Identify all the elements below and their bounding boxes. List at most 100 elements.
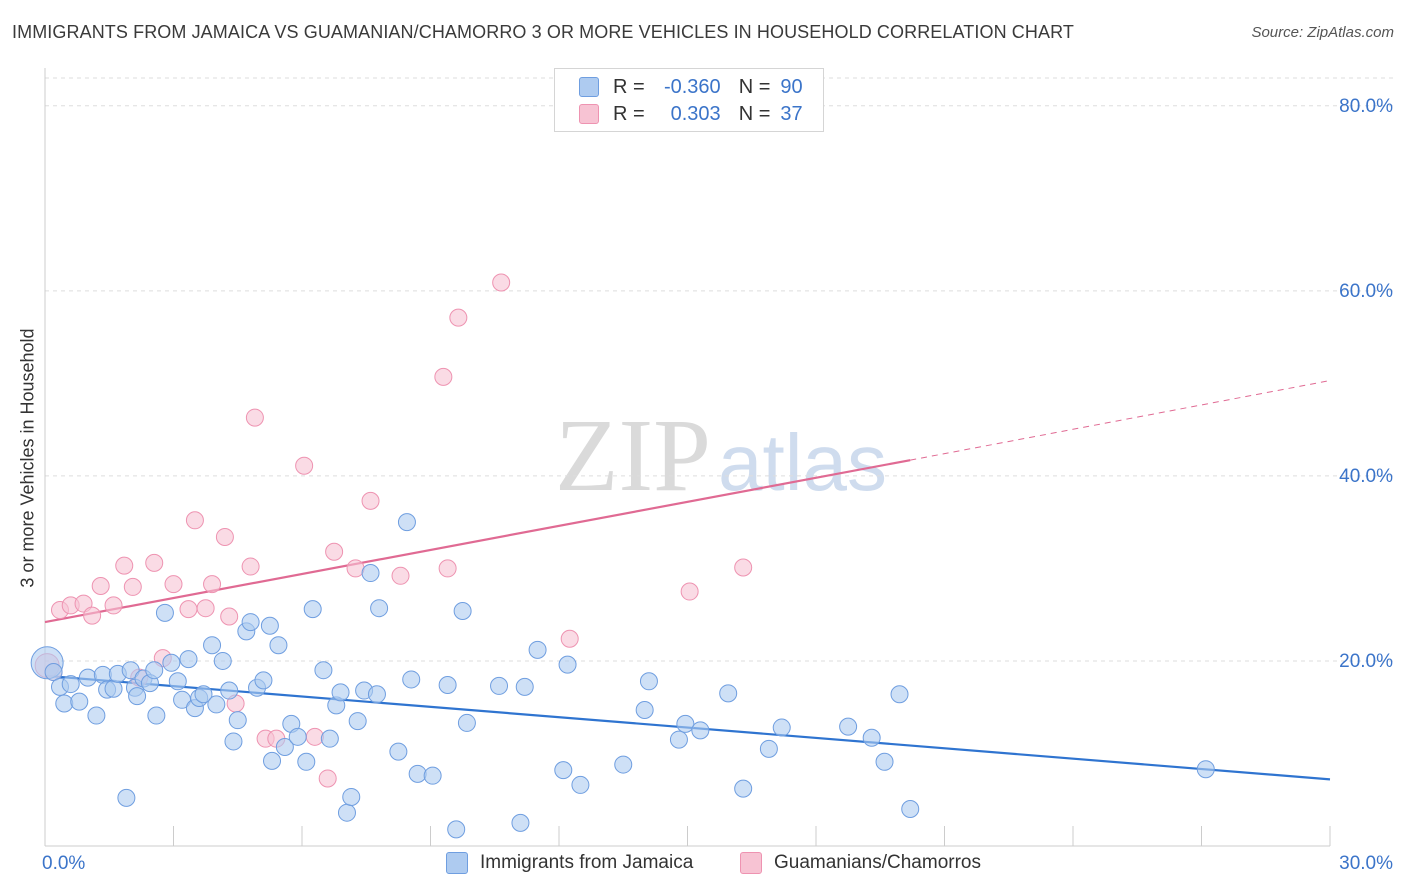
legend-n-label: N = [738,75,771,98]
point-guamanian [203,575,222,594]
point-guamanian [560,629,579,648]
point-guamanian [196,599,215,618]
point-jamaica [104,679,123,698]
point-jamaica [320,729,339,748]
point-jamaica [70,692,89,711]
point-jamaica [147,706,166,725]
point-jamaica [719,684,738,703]
legend-label-guamanian: Guamanians/Chamorros [774,852,981,873]
source-credit: Source: ZipAtlas.com [1251,24,1394,41]
trend-line-guamanian-dashed [910,380,1331,461]
point-guamanian [104,596,123,615]
y-axis-label: 3 or more Vehicles in Household [17,328,38,588]
point-jamaica [511,813,530,832]
point-jamaica [639,672,658,691]
point-jamaica [759,739,778,758]
point-jamaica [635,700,654,719]
point-guamanian [164,575,183,594]
point-jamaica [370,599,389,618]
legend-swatch-jamaica [446,852,468,874]
point-guamanian [305,727,324,746]
point-guamanian [325,542,344,561]
point-jamaica [61,675,80,694]
point-jamaica [361,564,380,583]
trend-line-guamanian [44,380,1331,624]
legend-item-jamaica: Immigrants from Jamaica [446,852,693,874]
point-jamaica [402,670,421,689]
point-jamaica [179,650,198,669]
point-jamaica [554,761,573,780]
legend-swatch-guamanian [579,104,599,124]
legend-r-value: 0.303 [670,102,721,125]
series-legend: Immigrants from Jamaica Guamanians/Chamo… [0,852,1406,878]
point-jamaica [241,613,260,632]
point-jamaica [203,636,222,655]
point-guamanian [179,600,198,619]
point-guamanian [185,511,204,530]
point-jamaica [168,672,187,691]
correlation-legend: R = -0.360 N = 90 R = 0.303 N = 37 [554,68,824,132]
point-jamaica [254,671,273,690]
point-guamanian [492,273,511,292]
point-jamaica [367,685,386,704]
point-jamaica [297,752,316,771]
point-guamanian [215,527,234,546]
chart-title: IMMIGRANTS FROM JAMAICA VS GUAMANIAN/CHA… [12,22,1074,42]
point-guamanian [115,556,134,575]
point-jamaica [571,775,590,794]
legend-r-value: -0.360 [663,75,721,98]
legend-n-label: N = [738,102,771,125]
point-jamaica [275,737,294,756]
point-guamanian [220,607,239,626]
legend-swatch-guamanian [740,852,762,874]
point-jamaica [117,788,136,807]
point-jamaica [890,685,909,704]
legend-n-value: 90 [780,75,803,98]
legend-item-guamanian: Guamanians/Chamorros [740,852,981,874]
point-jamaica [314,661,333,680]
x-tick-label: 30.0% [1339,853,1393,874]
legend-r-label: R = [613,102,645,125]
watermark: ZIP atlas [555,398,887,513]
tick-labels: 20.0% 40.0% 60.0% 80.0% 0.0% 30.0% [42,96,1393,874]
y-tick-label: 80.0% [1339,96,1393,117]
point-guamanian [449,308,468,327]
point-jamaica [457,713,476,732]
point-jamaica [515,677,534,696]
point-jamaica [490,676,509,695]
point-guamanian [734,558,753,577]
point-jamaica [438,675,457,694]
point-jamaica [669,730,688,749]
point-jamaica [342,787,361,806]
legend-swatch-jamaica [579,77,599,97]
point-guamanian [91,576,110,595]
point-jamaica [288,727,307,746]
legend-row-guamanian: R = 0.303 N = 37 [579,102,803,126]
point-jamaica [614,755,633,774]
point-jamaica [44,663,63,682]
point-jamaica [55,694,74,713]
y-tick-label: 60.0% [1339,281,1393,302]
point-jamaica [691,721,710,740]
point-jamaica [337,803,356,822]
point-jamaica [528,640,547,659]
axes [44,68,1331,847]
y-tick-label: 20.0% [1339,651,1393,672]
point-jamaica [207,695,226,714]
point-jamaica [155,603,174,622]
point-jamaica [263,751,282,770]
point-jamaica [901,799,920,818]
point-guamanian [245,408,264,427]
point-jamaica [1196,760,1215,779]
point-jamaica [408,764,427,783]
points-jamaica [30,513,1215,839]
point-guamanian [438,559,457,578]
legend-r-label: R = [613,75,645,98]
point-jamaica [397,513,416,532]
point-jamaica [269,636,288,655]
watermark-zip: ZIP [555,398,711,513]
point-jamaica [875,752,894,771]
x-tick-label: 0.0% [42,853,85,874]
point-guamanian [241,557,260,576]
